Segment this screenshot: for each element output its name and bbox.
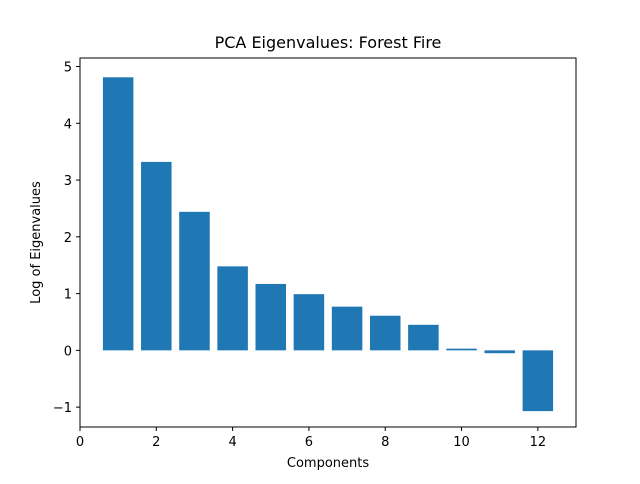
x-tick-label: 4: [228, 435, 236, 450]
y-tick-label: 4: [64, 117, 72, 132]
bar-component-11: [484, 350, 515, 354]
x-tick-label: 10: [453, 435, 470, 450]
bar-component-3: [179, 211, 210, 351]
y-tick-label: 5: [64, 61, 72, 76]
x-tick-label: 0: [76, 435, 84, 450]
bar-component-9: [408, 324, 439, 351]
y-axis-label: Log of Eigenvalues: [29, 181, 44, 304]
bar-component-4: [217, 266, 248, 351]
bar-component-5: [255, 283, 287, 351]
bar-component-8: [369, 315, 401, 351]
x-tick-label: 6: [305, 435, 313, 450]
plot-frame: [79, 57, 577, 428]
bar-component-2: [141, 161, 172, 351]
chart-title: PCA Eigenvalues: Forest Fire: [215, 33, 442, 52]
bar-component-7: [331, 306, 363, 351]
x-tick-label: 8: [381, 435, 389, 450]
bar-component-1: [102, 77, 134, 351]
x-tick-label: 2: [152, 435, 160, 450]
y-tick-label: 3: [64, 174, 72, 189]
bar-component-6: [293, 294, 325, 351]
y-tick-label: −1: [53, 401, 72, 416]
bars-layer: [102, 77, 554, 412]
bar-component-12: [522, 350, 554, 412]
bar-component-10: [446, 348, 477, 351]
x-axis-label: Components: [287, 456, 369, 471]
y-tick-label: 1: [64, 288, 72, 303]
y-tick-label: 2: [64, 231, 72, 246]
y-tick-label: 0: [64, 344, 72, 359]
x-tick-label: 12: [530, 435, 547, 450]
